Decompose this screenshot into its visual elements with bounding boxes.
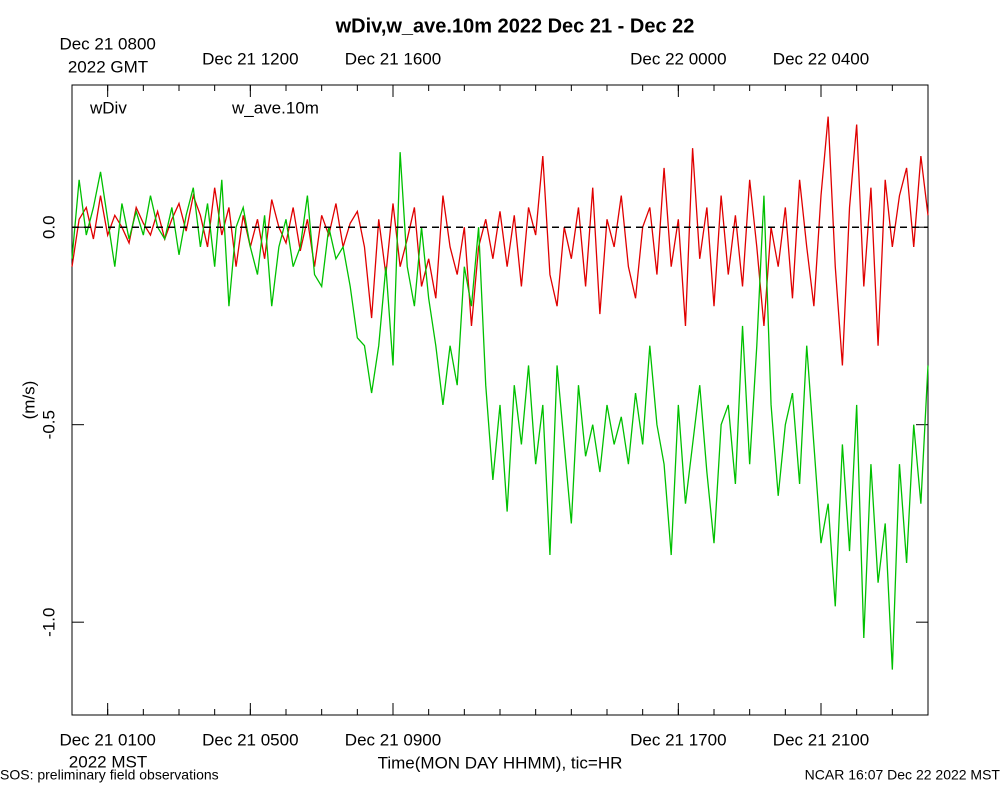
x2-tick-label: Dec 21 0800 <box>59 34 155 53</box>
x2-tick-label: Dec 21 1600 <box>345 49 441 68</box>
x-unit-label: 2022 MST <box>69 752 147 771</box>
legend-label: w_ave.10m <box>231 98 319 117</box>
y-tick-label: -0.5 <box>39 410 58 439</box>
y-tick-label: 0.0 <box>39 215 58 239</box>
x-axis-label: Time(MON DAY HHMM), tic=HR <box>378 753 623 772</box>
x-tick-label: Dec 21 0500 <box>202 730 298 749</box>
y-tick-label: -1.0 <box>39 608 58 637</box>
x2-unit-label: 2022 GMT <box>68 57 148 76</box>
footer-left: SOS: preliminary field observations <box>0 767 219 783</box>
plot-frame <box>71 84 929 716</box>
x-tick-label: Dec 21 1700 <box>630 730 726 749</box>
series-line <box>71 116 929 366</box>
x-tick-label: Dec 21 0900 <box>345 730 441 749</box>
x-tick-label: Dec 21 2100 <box>773 730 869 749</box>
chart-title: wDiv,w_ave.10m 2022 Dec 21 - Dec 22 <box>335 15 695 37</box>
legend-label: wDiv <box>89 98 127 117</box>
y-axis-label: (m/s) <box>19 381 38 420</box>
x2-tick-label: Dec 22 0400 <box>773 49 869 68</box>
x2-tick-label: Dec 22 0000 <box>630 49 726 68</box>
x2-tick-label: Dec 21 1200 <box>202 49 298 68</box>
x-tick-label: Dec 21 0100 <box>59 730 155 749</box>
series-line <box>71 152 929 670</box>
footer-right: NCAR 16:07 Dec 22 2022 MST <box>805 767 1000 783</box>
